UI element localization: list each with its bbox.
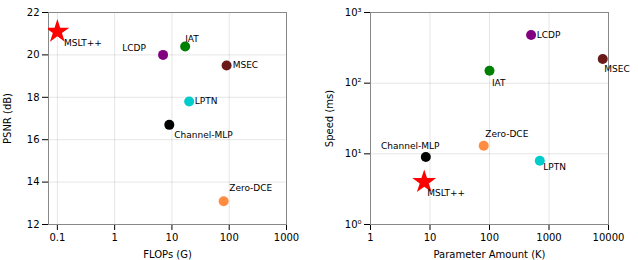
svg-text:10³: 10³ <box>345 7 362 18</box>
svg-text:16: 16 <box>27 134 40 145</box>
svg-text:Zero-DCE: Zero-DCE <box>485 129 528 139</box>
svg-text:1: 1 <box>367 232 373 243</box>
svg-text:10: 10 <box>166 232 179 243</box>
svg-text:10¹: 10¹ <box>345 148 362 159</box>
svg-text:Parameter Amount (K): Parameter Amount (K) <box>433 249 545 260</box>
svg-text:20: 20 <box>27 49 40 60</box>
svg-text:MSEC: MSEC <box>604 64 629 74</box>
svg-text:PSNR (dB): PSNR (dB) <box>2 93 13 144</box>
svg-text:LCDP: LCDP <box>537 30 561 40</box>
svg-text:12: 12 <box>27 219 40 230</box>
svg-text:LPTN: LPTN <box>195 96 218 106</box>
svg-text:MSEC: MSEC <box>233 60 258 70</box>
svg-text:1000: 1000 <box>536 232 561 243</box>
svg-text:10⁰: 10⁰ <box>345 219 362 230</box>
svg-text:Channel-MLP: Channel-MLP <box>381 141 440 151</box>
svg-text:10²: 10² <box>345 77 362 88</box>
svg-text:14: 14 <box>27 176 40 187</box>
svg-text:1: 1 <box>111 232 117 243</box>
svg-text:MSLT++: MSLT++ <box>427 188 465 198</box>
svg-text:LCDP: LCDP <box>122 43 146 53</box>
svg-text:MSLT++: MSLT++ <box>64 38 102 48</box>
svg-text:22: 22 <box>27 7 40 18</box>
svg-text:Channel-MLP: Channel-MLP <box>174 130 233 140</box>
svg-text:10: 10 <box>424 232 437 243</box>
svg-text:100: 100 <box>480 232 499 243</box>
svg-text:100: 100 <box>220 232 239 243</box>
svg-text:LPTN: LPTN <box>543 162 566 172</box>
svg-text:Zero-DCE: Zero-DCE <box>229 183 272 193</box>
svg-text:1000: 1000 <box>274 232 299 243</box>
svg-text:Speed (ms): Speed (ms) <box>324 90 335 147</box>
svg-text:IAT: IAT <box>185 34 199 44</box>
svg-text:FLOPs (G): FLOPs (G) <box>143 249 192 260</box>
svg-text:IAT: IAT <box>492 78 506 88</box>
svg-text:18: 18 <box>27 92 40 103</box>
svg-text:10000: 10000 <box>593 232 625 243</box>
svg-text:0.1: 0.1 <box>49 232 65 243</box>
